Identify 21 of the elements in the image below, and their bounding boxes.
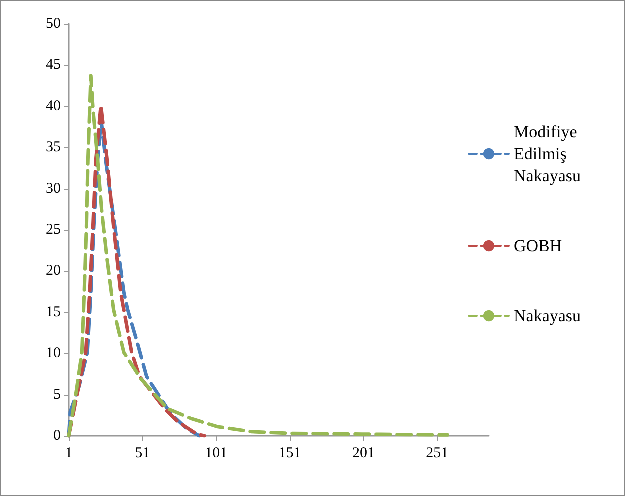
y-tick-label: 25 [46,222,61,238]
x-tick-label: 151 [278,446,302,462]
x-tick-label: 51 [135,446,150,462]
y-tick-label: 35 [46,140,61,156]
legend-label: Nakayasu [514,306,582,326]
x-tick-label: 251 [426,446,449,462]
y-tick-label: 50 [46,16,61,32]
y-tick-label: 30 [46,180,61,197]
y-tick-label: 0 [54,428,61,444]
x-tick-label: 1 [65,446,73,462]
y-tick-label: 10 [46,346,61,362]
legend-label: GOBH [514,236,562,256]
y-tick-label: 40 [46,98,61,114]
x-tick-label: 101 [205,446,228,462]
y-tick-label: 15 [46,304,61,320]
y-tick-label: 5 [54,386,61,403]
line-series [67,74,450,438]
x-tick-label: 201 [352,446,375,462]
y-tick-label: 45 [46,57,61,74]
y-tick-label: 20 [46,263,61,280]
legend-label: Modifiye Edilmiş Nakayasu [514,122,582,186]
